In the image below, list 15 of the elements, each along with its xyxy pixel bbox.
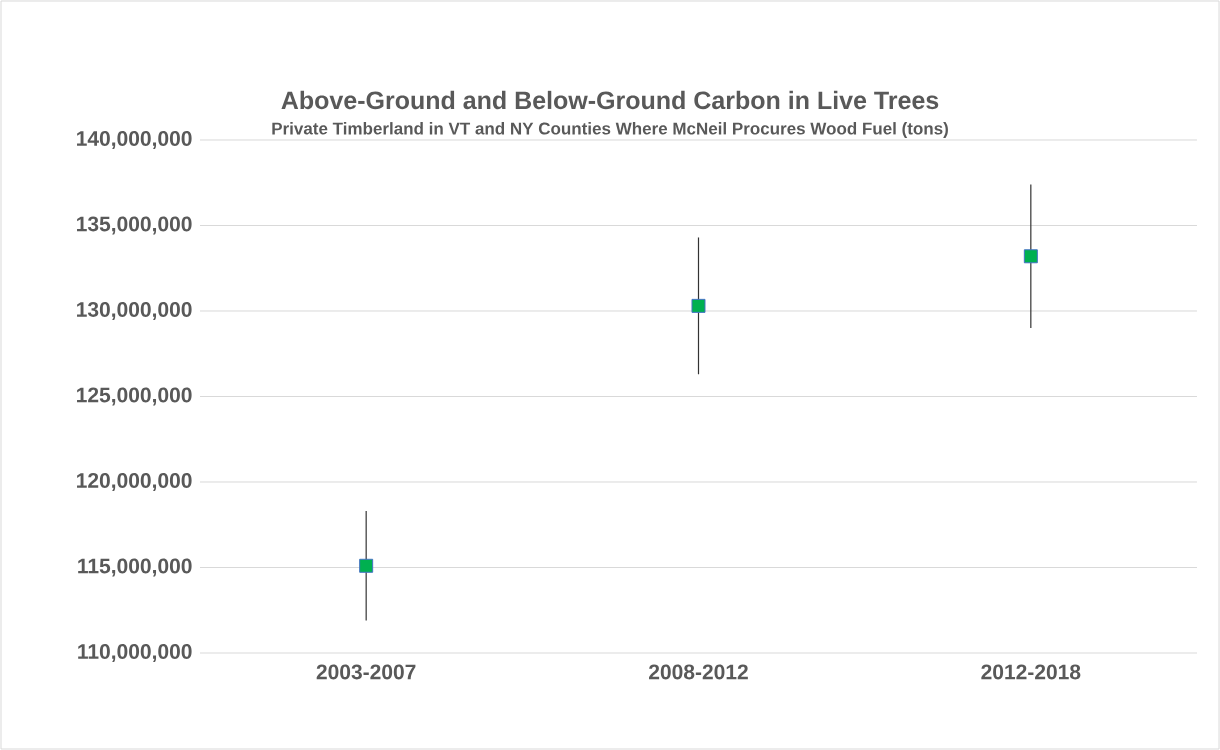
y-tick-label: 130,000,000: [77, 302, 192, 320]
y-tick-label: 135,000,000: [77, 216, 192, 235]
chart-title: Above-Ground and Below-Ground Carbon in Live Trees: [281, 90, 939, 110]
x-tick-label: 2003-2007: [316, 664, 416, 680]
point: [359, 558, 374, 573]
point: [1023, 249, 1038, 264]
y-tick-label: 125,000,000: [77, 387, 192, 406]
x-tick-label: 2008-2012: [649, 664, 748, 680]
point: [691, 298, 706, 313]
x-tick-label: 2012-2018: [981, 664, 1081, 680]
chart-subtitle: Private Timberland in VT and NY Counties Where McNeil Procures Wood Fuel (tons): [272, 122, 948, 138]
y-tick-label: 140,000,000: [77, 131, 192, 149]
y-tick-label: 120,000,000: [77, 473, 192, 491]
y-tick-label: 115,000,000: [78, 558, 192, 577]
y-tick-label: 110,000,000: [78, 644, 192, 662]
